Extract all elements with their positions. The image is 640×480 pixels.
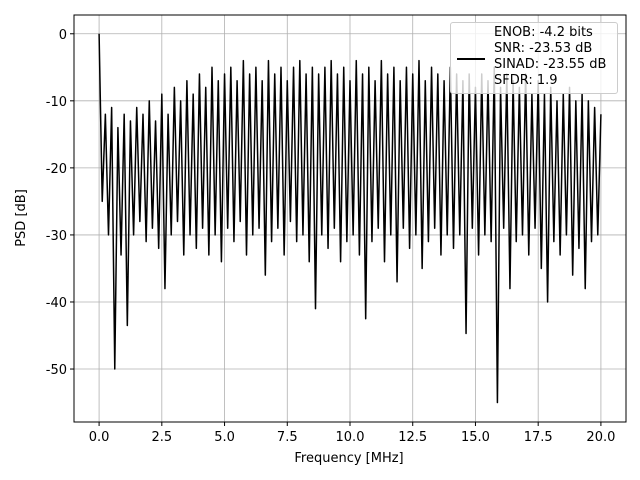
x-tick-label: 20.0 <box>586 430 615 445</box>
series-line <box>98 33 602 404</box>
x-tick-label: 5.0 <box>214 430 235 445</box>
y-tick-label: -40 <box>46 296 67 311</box>
x-tick-label: 17.5 <box>524 430 553 445</box>
y-axis-label: PSD [dB] <box>14 189 29 247</box>
x-tick-label: 15.0 <box>461 430 490 445</box>
x-tick-label: 10.0 <box>336 430 365 445</box>
x-tick-label: 0.0 <box>89 430 110 445</box>
x-tick-label: 7.5 <box>277 430 298 445</box>
y-tick-label: -30 <box>46 229 67 244</box>
plot-frame <box>73 14 627 423</box>
y-tick-label: 0 <box>59 28 67 43</box>
x-tick-label: 12.5 <box>398 430 427 445</box>
legend: ENOB: -4.2 bits SNR: -23.53 dB SINAD: -2… <box>450 22 618 94</box>
y-tick-label: -20 <box>46 162 67 177</box>
x-tick-label: 2.5 <box>151 430 172 445</box>
y-tick-label: -10 <box>46 95 67 110</box>
legend-label: ENOB: -4.2 bits SNR: -23.53 dB SINAD: -2… <box>494 25 607 88</box>
legend-swatch <box>457 58 485 60</box>
x-axis-label: Frequency [MHz] <box>294 451 403 466</box>
y-tick-label: -50 <box>46 363 67 378</box>
